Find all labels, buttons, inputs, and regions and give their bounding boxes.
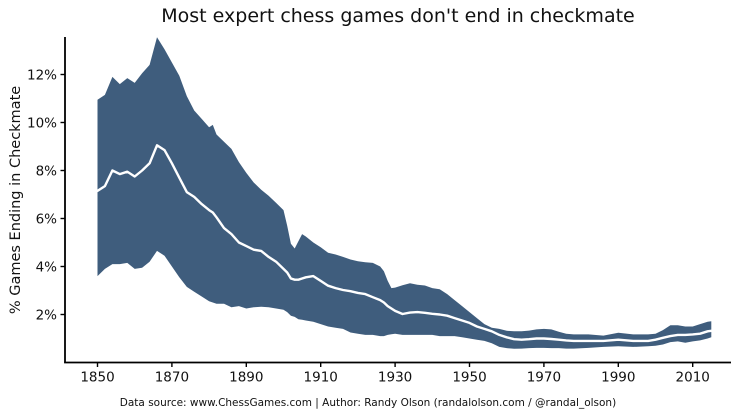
y-tick-label-10: 10% [27, 115, 57, 131]
x-tick-label-1990: 1990 [601, 370, 635, 386]
checkmate-confidence-band [97, 37, 712, 349]
x-tick-label-1970: 1970 [527, 370, 561, 386]
y-axis-label: % Games Ending in Checkmate [8, 85, 24, 315]
y-tick-label-8: 8% [36, 163, 58, 179]
x-tick-label-1870: 1870 [155, 370, 189, 386]
y-tick-label-4: 4% [36, 259, 58, 275]
x-tick-label-1930: 1930 [378, 370, 412, 386]
chart-title: Most expert chess games don't end in che… [161, 5, 635, 27]
x-tick-label-1890: 1890 [229, 370, 263, 386]
x-tick-label-1850: 1850 [80, 370, 114, 386]
checkmate-mean-line [96, 144, 713, 343]
x-tick-label-1950: 1950 [452, 370, 486, 386]
y-tick-label-2: 2% [36, 307, 58, 323]
x-tick-label-1910: 1910 [304, 370, 338, 386]
source-credit-text: Data source: www.ChessGames.com | Author… [119, 397, 617, 409]
y-tick-label-12: 12% [27, 67, 57, 83]
x-tick-label-2010: 2010 [676, 370, 710, 386]
y-tick-label-6: 6% [36, 211, 58, 227]
